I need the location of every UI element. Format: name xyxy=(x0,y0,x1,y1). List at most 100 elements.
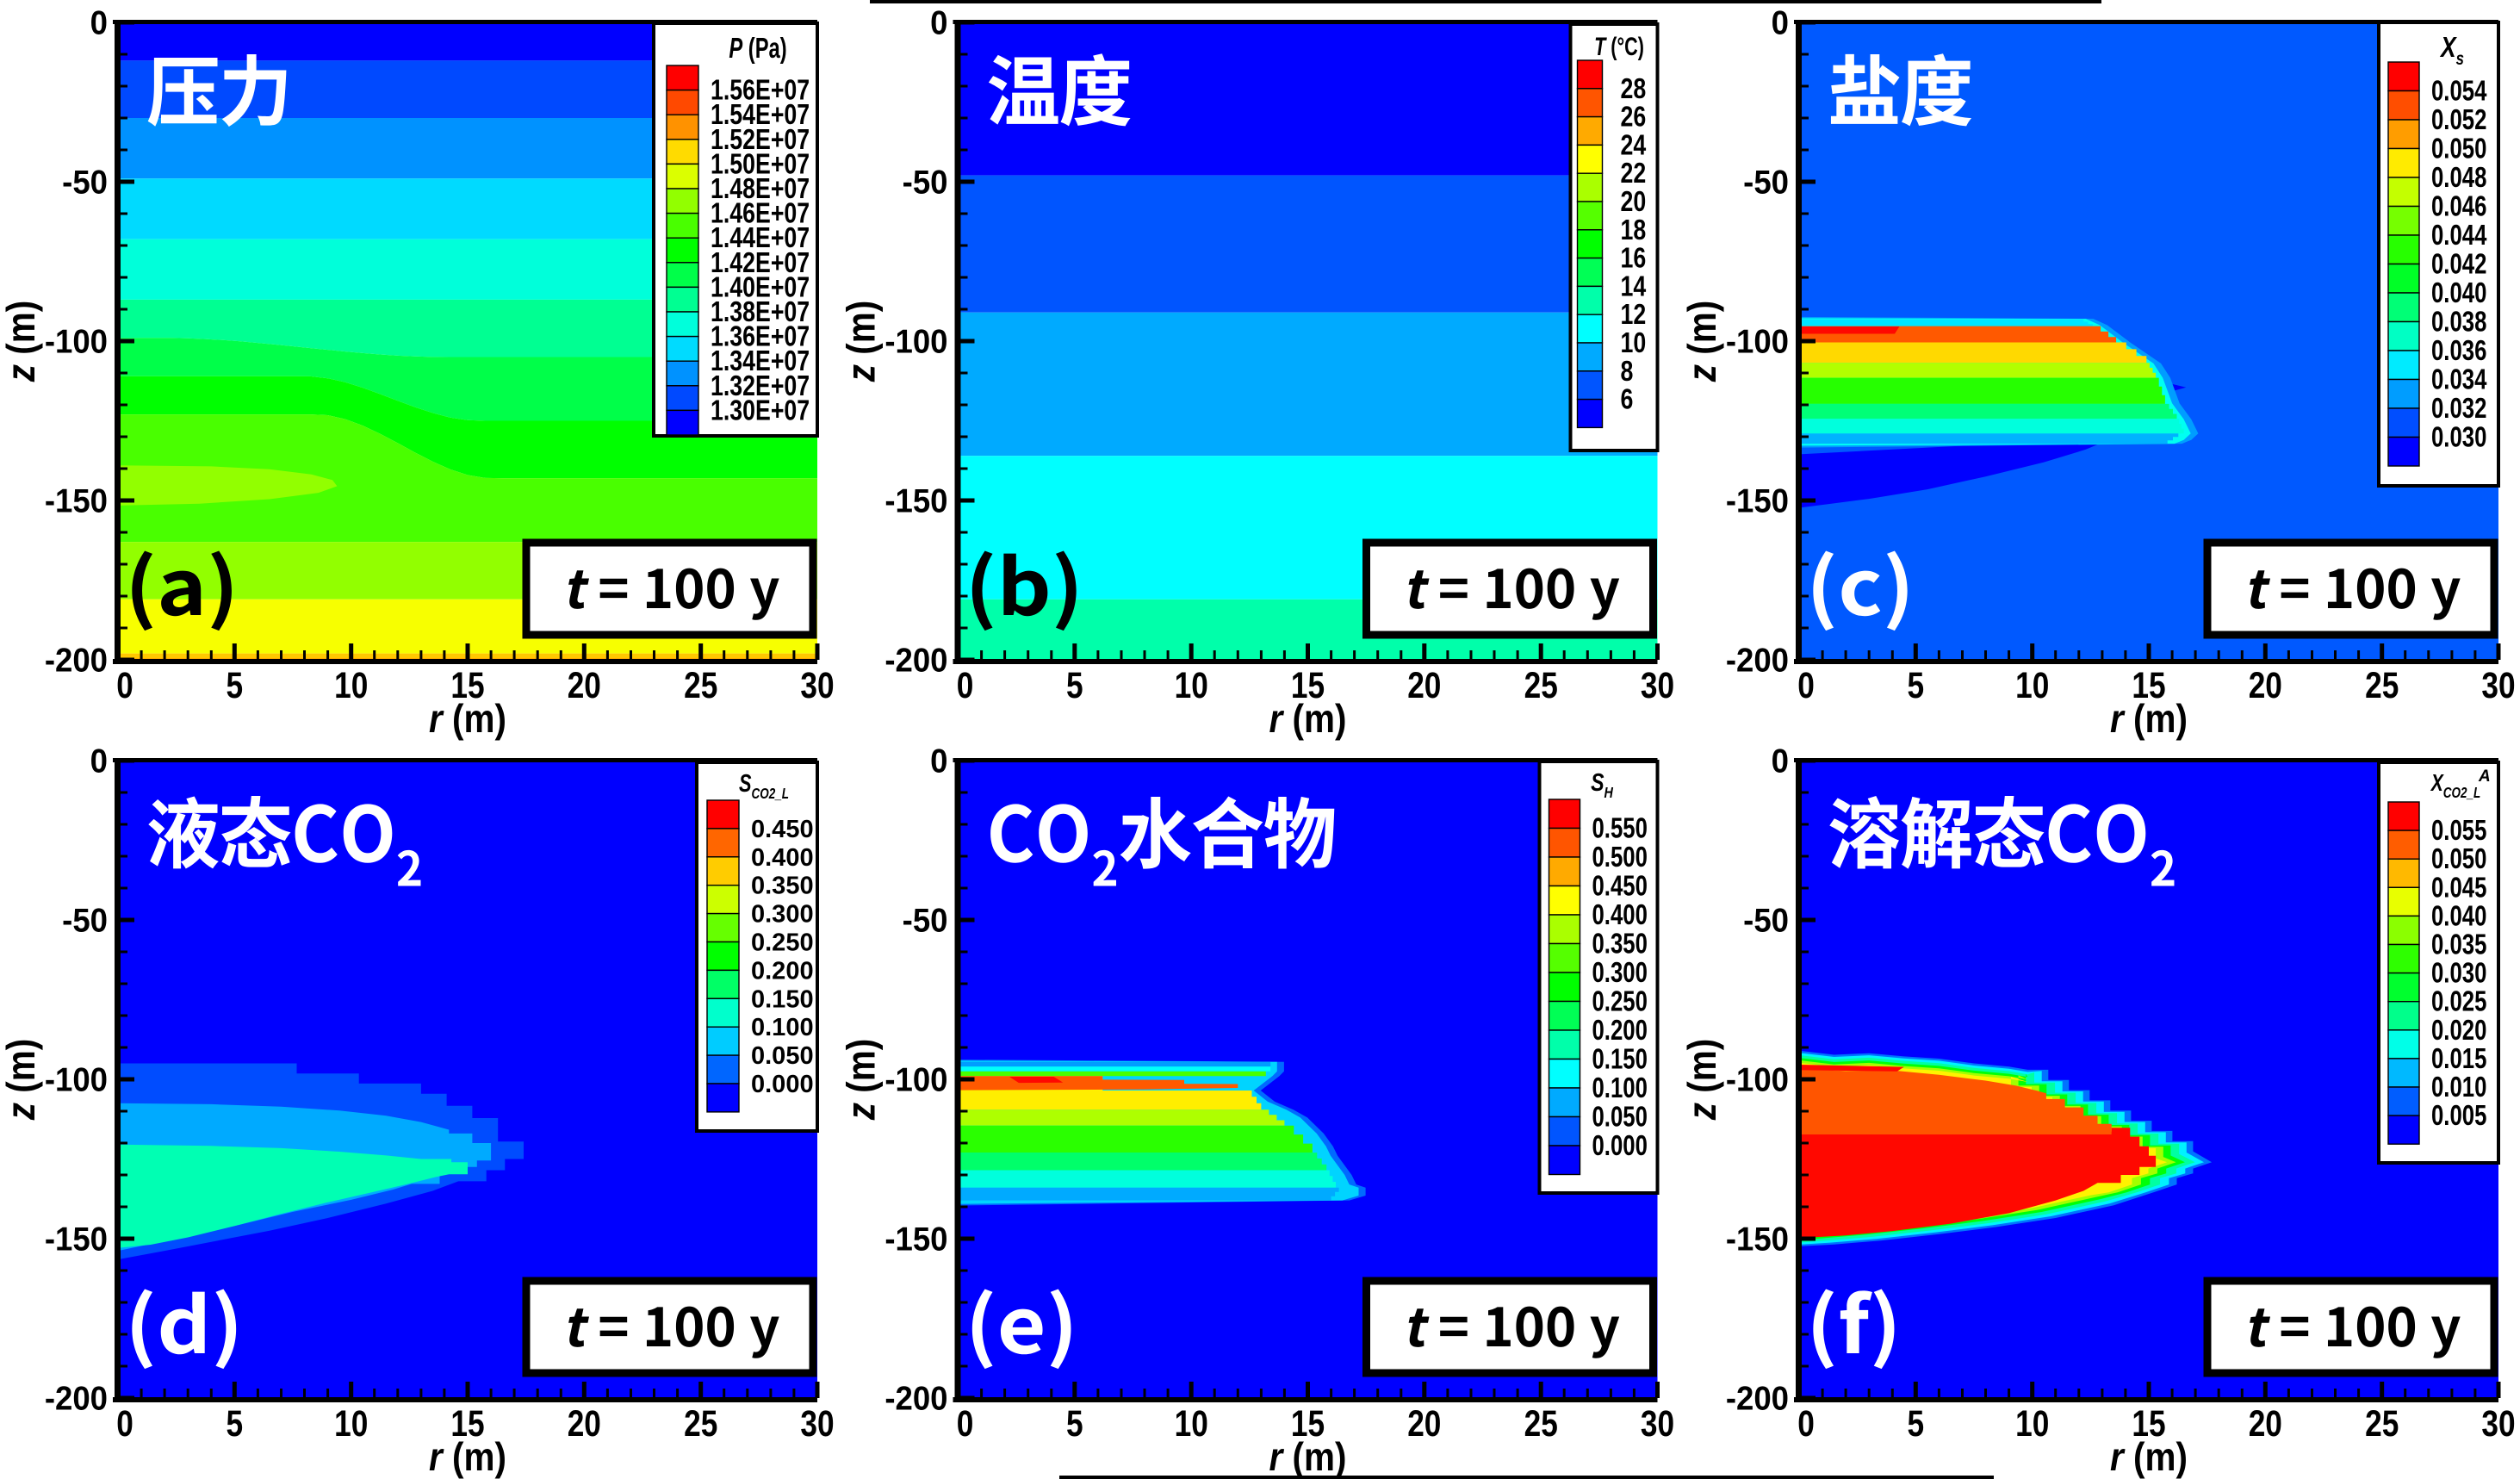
svg-text:1.42E+07: 1.42E+07 xyxy=(711,247,810,278)
svg-text:-50: -50 xyxy=(62,164,108,201)
svg-text:20: 20 xyxy=(1407,665,1441,706)
svg-text:20: 20 xyxy=(568,1403,601,1445)
svg-text:15: 15 xyxy=(450,665,484,706)
svg-text:0.010: 0.010 xyxy=(2431,1072,2486,1103)
svg-text:-100: -100 xyxy=(884,323,947,360)
svg-text:-50: -50 xyxy=(903,164,948,201)
svg-text:0: 0 xyxy=(1772,743,1789,780)
svg-text:0.040: 0.040 xyxy=(2431,900,2486,932)
svg-text:5: 5 xyxy=(1907,1403,1924,1445)
svg-text:0: 0 xyxy=(90,4,108,41)
svg-text:0.200: 0.200 xyxy=(751,957,814,985)
svg-text:0.400: 0.400 xyxy=(751,844,814,872)
svg-text:0.040: 0.040 xyxy=(2431,277,2486,309)
svg-text:0.015: 0.015 xyxy=(2431,1043,2486,1075)
svg-text:30: 30 xyxy=(1641,1403,1674,1445)
svg-text:1.44E+07: 1.44E+07 xyxy=(711,223,810,254)
svg-text:20: 20 xyxy=(2249,665,2282,706)
svg-text:r (m): r (m) xyxy=(1269,1436,1347,1479)
svg-text:12: 12 xyxy=(1621,300,1647,331)
svg-text:0.400: 0.400 xyxy=(1592,899,1648,931)
svg-text:-150: -150 xyxy=(45,482,108,519)
svg-text:0: 0 xyxy=(1797,665,1815,706)
svg-text:6: 6 xyxy=(1621,384,1634,415)
svg-text:1.46E+07: 1.46E+07 xyxy=(711,198,810,229)
svg-text:25: 25 xyxy=(684,665,717,706)
svg-text:0.350: 0.350 xyxy=(1592,929,1648,960)
svg-text:z (m): z (m) xyxy=(0,1039,44,1121)
svg-text:-50: -50 xyxy=(62,902,108,939)
svg-text:-200: -200 xyxy=(1726,642,1789,679)
svg-text:5: 5 xyxy=(226,665,243,706)
svg-text:-50: -50 xyxy=(1743,164,1789,201)
svg-text:A: A xyxy=(2478,767,2491,786)
svg-text:0.150: 0.150 xyxy=(1592,1044,1648,1076)
svg-text:25: 25 xyxy=(1524,1403,1558,1445)
svg-text:0.450: 0.450 xyxy=(1592,871,1648,903)
svg-text:0.350: 0.350 xyxy=(751,873,814,900)
svg-text:0.250: 0.250 xyxy=(751,929,814,957)
svg-text:0: 0 xyxy=(90,743,108,780)
svg-text:5: 5 xyxy=(1066,1403,1083,1445)
svg-text:20: 20 xyxy=(1621,186,1647,217)
svg-text:r (m): r (m) xyxy=(2110,1436,2188,1479)
svg-text:0.036: 0.036 xyxy=(2431,335,2486,367)
svg-text:0.300: 0.300 xyxy=(1592,957,1648,989)
svg-text:0.048: 0.048 xyxy=(2431,162,2486,194)
svg-text:0.450: 0.450 xyxy=(751,816,814,843)
svg-text:0.050: 0.050 xyxy=(1592,1102,1648,1134)
svg-text:0: 0 xyxy=(957,1403,974,1445)
svg-text:-200: -200 xyxy=(45,1380,108,1417)
svg-text:-200: -200 xyxy=(45,642,108,679)
svg-text:8: 8 xyxy=(1621,356,1634,387)
svg-text:-200: -200 xyxy=(884,642,947,679)
svg-text:5: 5 xyxy=(226,1403,243,1445)
svg-text:0: 0 xyxy=(1797,1403,1815,1445)
svg-text:z (m): z (m) xyxy=(840,301,884,382)
svg-text:SH: SH xyxy=(1591,767,1614,801)
svg-text:15: 15 xyxy=(2132,665,2165,706)
svg-text:r (m): r (m) xyxy=(2110,698,2188,742)
svg-text:-100: -100 xyxy=(884,1061,947,1098)
svg-text:30: 30 xyxy=(800,665,834,706)
svg-text:25: 25 xyxy=(684,1403,717,1445)
svg-text:0: 0 xyxy=(930,4,947,41)
svg-text:15: 15 xyxy=(1291,1403,1325,1445)
svg-text:1.54E+07: 1.54E+07 xyxy=(711,100,810,131)
svg-text:0.038: 0.038 xyxy=(2431,307,2486,339)
svg-text:-200: -200 xyxy=(884,1380,947,1417)
svg-text:30: 30 xyxy=(2481,1403,2515,1445)
svg-text:10: 10 xyxy=(2015,1403,2049,1445)
svg-text:18: 18 xyxy=(1621,214,1647,245)
svg-text:1.40E+07: 1.40E+07 xyxy=(711,272,810,303)
svg-text:r (m): r (m) xyxy=(1269,698,1347,742)
svg-text:-100: -100 xyxy=(1726,323,1789,360)
svg-text:0: 0 xyxy=(116,1403,133,1445)
svg-text:10: 10 xyxy=(1175,1403,1208,1445)
svg-text:0: 0 xyxy=(930,743,947,780)
svg-text:P (Pa): P (Pa) xyxy=(729,33,786,65)
svg-text:0.020: 0.020 xyxy=(2431,1015,2486,1047)
svg-text:0.055: 0.055 xyxy=(2431,815,2486,847)
svg-text:-150: -150 xyxy=(884,1221,947,1258)
svg-text:0.054: 0.054 xyxy=(2431,76,2487,108)
svg-text:0.550: 0.550 xyxy=(1592,813,1648,845)
svg-text:20: 20 xyxy=(2249,1403,2282,1445)
svg-text:15: 15 xyxy=(2132,1403,2165,1445)
svg-text:1.34E+07: 1.34E+07 xyxy=(711,346,810,377)
svg-text:24: 24 xyxy=(1621,130,1647,161)
svg-text:-50: -50 xyxy=(1743,902,1789,939)
svg-text:15: 15 xyxy=(450,1403,484,1445)
svg-text:25: 25 xyxy=(2365,1403,2399,1445)
svg-text:1.52E+07: 1.52E+07 xyxy=(711,124,810,155)
svg-text:0.030: 0.030 xyxy=(2431,422,2486,454)
svg-text:30: 30 xyxy=(1641,665,1674,706)
svg-text:-100: -100 xyxy=(1726,1061,1789,1098)
svg-text:0.050: 0.050 xyxy=(751,1042,814,1070)
svg-text:0.050: 0.050 xyxy=(2431,134,2486,165)
svg-text:14: 14 xyxy=(1621,271,1647,302)
svg-text:10: 10 xyxy=(1175,665,1208,706)
svg-text:28: 28 xyxy=(1621,73,1647,104)
svg-text:1.30E+07: 1.30E+07 xyxy=(711,395,810,426)
svg-text:5: 5 xyxy=(1066,665,1083,706)
